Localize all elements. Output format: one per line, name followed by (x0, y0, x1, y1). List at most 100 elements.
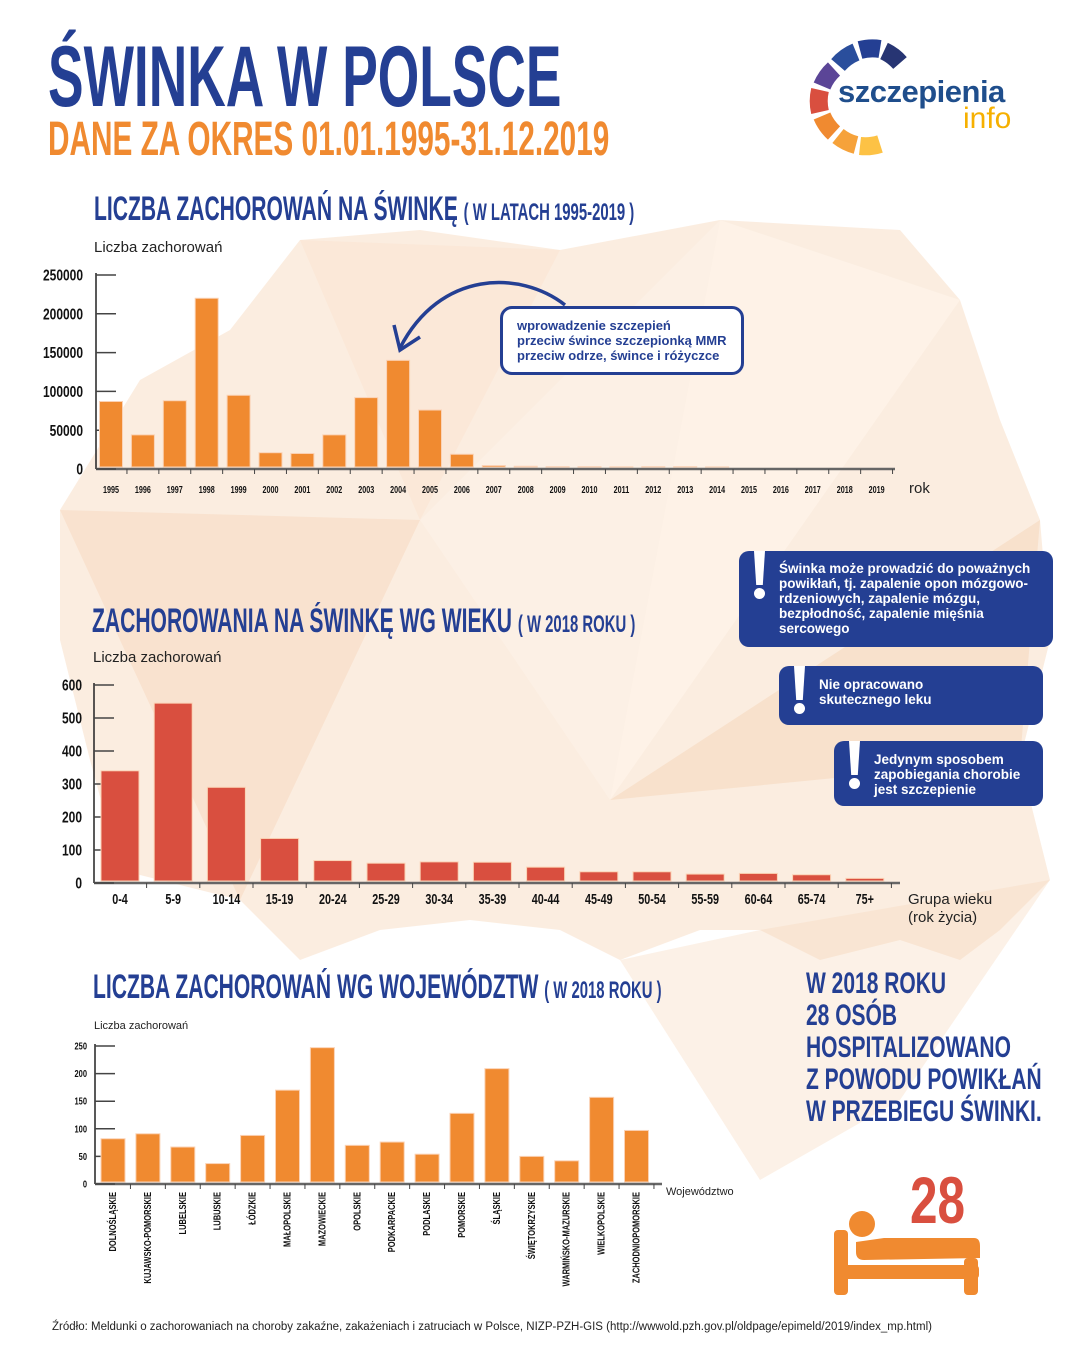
info-box-vaccination: Jedynym sposobem zapobiegania chorobie j… (834, 741, 1043, 806)
chart1-xlabel: rok (909, 480, 930, 497)
x-tick-label: PODKARPACKIE (386, 1192, 397, 1252)
hospital-line: W PRZEBIEGU ŚWINKI. (806, 1095, 1042, 1128)
x-tick-label: LUBELSKIE (177, 1192, 188, 1235)
y-tick-label: 50000 (50, 421, 83, 439)
y-tick-label: 0 (76, 460, 83, 478)
info-box-text: Świnka może prowadzić do poważnych powik… (779, 561, 1031, 636)
info-box-no-cure: Nie opracowano skutecznego leku (779, 666, 1043, 725)
y-tick-label: 0 (83, 1178, 87, 1189)
x-tick-label: 2012 (645, 484, 661, 495)
bar-30-34 (419, 861, 459, 882)
x-tick-label: 2014 (709, 484, 725, 495)
x-tick-label: 5-9 (165, 890, 181, 907)
x-tick-label: 2007 (486, 484, 502, 495)
y-tick-label: 100 (62, 841, 82, 859)
bar-2001 (290, 452, 315, 468)
chart2-xlabel-line: (rok życia) (908, 909, 978, 926)
bar-0-4 (100, 770, 140, 882)
x-tick-label: MAŁOPOLSKIE (281, 1192, 292, 1247)
bar-LUBELSKIE (170, 1146, 196, 1183)
x-tick-label: LUBUSKIE (212, 1192, 223, 1230)
x-tick-label: 25-29 (372, 890, 400, 907)
x-tick-label: 10-14 (213, 890, 241, 907)
section1-title: LICZBA ZACHOROWAŃ NA ŚWINKĘ ( W LATACH 1… (94, 190, 634, 229)
logo-ring-icon (809, 39, 907, 156)
chart2-xlabel-line: Grupa wieku (908, 891, 993, 908)
x-tick-label: 2010 (581, 484, 597, 495)
x-tick-label: 2017 (805, 484, 821, 495)
x-tick-label: 2004 (390, 484, 406, 495)
x-tick-label: 2018 (837, 484, 853, 495)
x-tick-label: ŚLĄSKIE (490, 1192, 502, 1225)
y-tick-label: 150000 (43, 343, 83, 361)
x-tick-label: 2009 (550, 484, 566, 495)
annotation-line: przeciw odrze, śwince i różyczce (517, 348, 720, 363)
x-tick-label: 2019 (869, 484, 885, 495)
x-tick-label: 2005 (422, 484, 438, 495)
section3-title-text: LICZBA ZACHOROWAŃ WG WOJEWÓDZTW (93, 968, 539, 1006)
info-box-complications: Świnka może prowadzić do poważnych powik… (739, 551, 1053, 647)
hospital-line: 28 OSÓB (806, 999, 898, 1032)
bar-WARMIŃSKO-MAZURSKIE (554, 1160, 580, 1183)
x-tick-label: 1998 (199, 484, 215, 495)
bar-PODKARPACKIE (379, 1141, 405, 1183)
chart3-ylabel: Liczba zachorowań (94, 1020, 189, 1032)
source-note: Źródło: Meldunki o zachorowaniach na cho… (52, 1321, 932, 1333)
x-tick-label: 30-34 (425, 890, 453, 907)
x-tick-label: 2003 (358, 484, 374, 495)
bar-75+ (845, 877, 885, 882)
x-tick-label: 2002 (326, 484, 342, 495)
bar-LUBUSKIE (205, 1163, 231, 1183)
bar-1996 (130, 434, 155, 468)
x-tick-label: PODLASKIE (421, 1192, 432, 1236)
x-tick-label: 40-44 (532, 890, 560, 907)
section2-note: ( W 2018 ROKU ) (517, 611, 636, 638)
y-tick-label: 200 (62, 808, 82, 826)
bar-40-44 (526, 866, 566, 882)
x-tick-label: MAZOWIECKIE (316, 1192, 327, 1246)
bar-45-49 (579, 871, 619, 882)
bar-WIELKOPOLSKIE (589, 1096, 615, 1183)
y-tick-label: 400 (62, 742, 82, 760)
y-tick-label: 500 (62, 709, 82, 727)
bar-ŚWIĘTOKRZYSKIE (519, 1155, 545, 1183)
x-tick-label: 2013 (677, 484, 693, 495)
y-tick-label: 300 (62, 775, 82, 793)
section1-title-text: LICZBA ZACHOROWAŃ NA ŚWINKĘ (94, 190, 458, 228)
bar-35-39 (472, 861, 512, 882)
x-tick-label: 2006 (454, 484, 470, 495)
chart1-ylabel: Liczba zachorowań (94, 239, 223, 256)
x-tick-label: POMORSKIE (456, 1192, 467, 1238)
x-tick-label: 2011 (614, 484, 630, 495)
section2-title-text: ZACHOROWANIA NA ŚWINKĘ WG WIEKU (92, 602, 513, 640)
y-tick-label: 150 (74, 1096, 87, 1107)
bar-MAŁOPOLSKIE (275, 1089, 300, 1183)
page-subtitle: DANE ZA OKRES 01.01.1995-31.12.2019 (48, 113, 610, 166)
x-tick-label: OPOLSKIE (351, 1192, 362, 1231)
x-tick-label: 50-54 (638, 890, 666, 907)
bar-1997 (162, 400, 187, 468)
mmr-annotation: wprowadzenie szczepień przeciw śwince sz… (500, 306, 744, 375)
chart2-xlabel: Grupa wieku (rok życia) (908, 891, 992, 927)
bar-25-29 (366, 862, 406, 882)
bar-5-9 (153, 702, 193, 882)
x-tick-label: 2000 (262, 484, 278, 495)
x-tick-label: 2008 (518, 484, 534, 495)
bar-50-54 (632, 871, 672, 882)
bar-PODLASKIE (414, 1153, 440, 1183)
hospitalization-text: W 2018 ROKU 28 OSÓB HOSPITALIZOWANO Z PO… (806, 968, 1042, 1128)
info-box-text: Jedynym sposobem zapobiegania chorobie j… (874, 752, 1021, 797)
y-tick-label: 100000 (43, 382, 83, 400)
x-tick-label: 1996 (135, 484, 151, 495)
bar-2006 (449, 453, 474, 468)
x-tick-label: 1995 (103, 484, 119, 495)
section1-note: ( W LATACH 1995-2019 ) (463, 199, 635, 226)
hospital-line: W 2018 ROKU (806, 967, 947, 1000)
page-title: ŚWINKA W POLSCE (48, 29, 562, 125)
y-tick-label: 200000 (43, 305, 83, 323)
bar-OPOLSKIE (344, 1144, 370, 1183)
bar-KUJAWSKO-POMORSKIE (135, 1133, 161, 1183)
bar-20-24 (313, 860, 353, 882)
x-tick-label: 0-4 (112, 890, 128, 907)
